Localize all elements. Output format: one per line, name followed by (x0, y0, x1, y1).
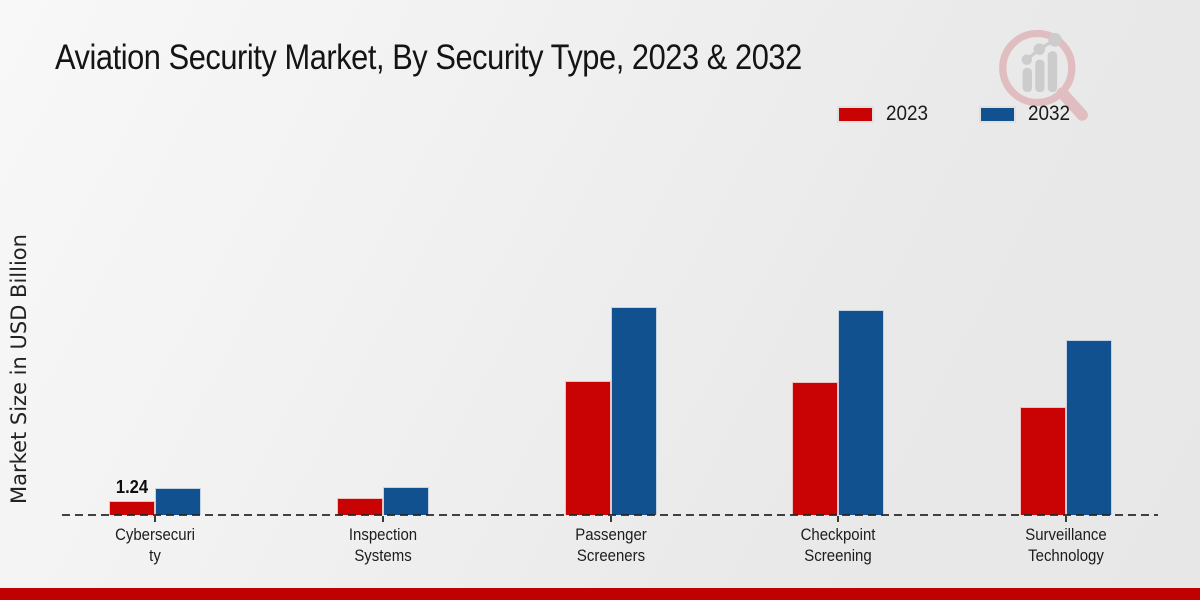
x-axis-tick (837, 516, 840, 522)
bar-2032-inspection-systems (382, 486, 429, 515)
x-axis-tick (609, 516, 612, 522)
x-axis-tick (154, 516, 156, 522)
category-label-cybersecurity: Cybersecuri ty (115, 525, 195, 566)
legend-swatch-2032 (978, 105, 1016, 123)
category-label-checkpoint-screening: Checkpoint Screening (800, 525, 876, 566)
bar-2032-surveillance-technology (1066, 340, 1112, 515)
bar-2032-checkpoint-screening (838, 310, 885, 515)
value-label-2023-cybersecurity: 1.24 (115, 476, 149, 497)
page-title: Aviation Security Market, By Security Ty… (55, 38, 802, 77)
legend: 2023 2032 (837, 102, 1074, 126)
x-axis-tick (1065, 516, 1067, 522)
category-label-passenger-screeners: Passenger Screeners (574, 525, 647, 566)
bar-2023-passenger-screeners (564, 380, 611, 515)
bar-2023-inspection-systems (336, 498, 383, 515)
x-axis-tick (381, 516, 384, 522)
legend-label-2032: 2032 (1027, 102, 1070, 125)
footer-accent-bar (0, 588, 1200, 600)
legend-item-2032: 2032 (978, 102, 1075, 126)
brand-watermark-icon (999, 29, 1088, 121)
legend-label-2023: 2023 (886, 102, 929, 125)
bar-2023-checkpoint-screening (792, 381, 839, 515)
x-axis-baseline (62, 514, 1158, 516)
bar-2023-surveillance-technology (1020, 406, 1066, 515)
bar-2032-passenger-screeners (610, 307, 657, 515)
bar-2032-cybersecurity (155, 488, 201, 515)
legend-item-2023: 2023 (837, 102, 933, 126)
bar-2023-cybersecurity (109, 500, 155, 515)
legend-swatch-2023 (837, 105, 874, 123)
category-label-surveillance-technology: Surveillance Technology (1025, 525, 1107, 566)
category-label-inspection-systems: Inspection Systems (348, 525, 417, 566)
